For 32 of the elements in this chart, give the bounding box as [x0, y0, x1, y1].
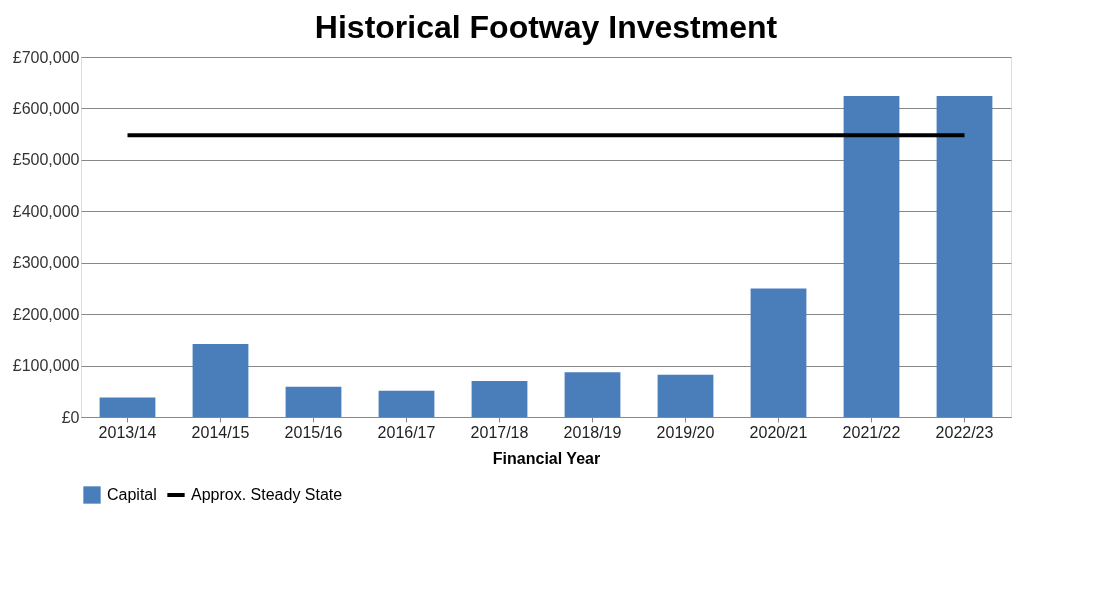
bar	[564, 372, 621, 417]
x-tick-label: 2014/15	[191, 423, 250, 441]
legend-label: Approx. Steady State	[191, 486, 343, 503]
y-tick-label: £400,000	[12, 202, 80, 220]
bar	[285, 386, 342, 417]
x-tick-label: 2017/18	[470, 423, 529, 441]
y-tick-label: £300,000	[12, 254, 80, 272]
y-tick-label: £100,000	[12, 357, 80, 375]
x-tick-label: 2016/17	[377, 423, 436, 441]
bar	[936, 96, 993, 417]
y-tick-label: £700,000	[12, 48, 80, 66]
x-tick-label: 2015/16	[284, 423, 343, 441]
x-tick-label: 2022/23	[935, 423, 994, 441]
bar	[750, 288, 807, 417]
bar	[99, 397, 156, 417]
chart-title: Historical Footway Investment	[314, 9, 778, 45]
bar	[471, 381, 528, 417]
x-axis-title: Financial Year	[492, 449, 601, 467]
bar	[657, 374, 714, 417]
y-tick-label: £200,000	[12, 305, 80, 323]
bar	[843, 96, 900, 417]
y-tick-label: £0	[61, 408, 80, 426]
bar	[192, 343, 249, 417]
x-tick-label: 2018/19	[563, 423, 622, 441]
x-tick-label: 2013/14	[98, 423, 157, 441]
bar	[378, 390, 435, 417]
x-tick-label: 2021/22	[842, 423, 901, 441]
x-tick-label: 2020/21	[749, 423, 808, 441]
x-tick-label: 2019/20	[656, 423, 715, 441]
y-tick-label: £500,000	[12, 151, 80, 169]
y-tick-label: £600,000	[12, 99, 80, 117]
legend-label: Capital	[107, 486, 157, 503]
